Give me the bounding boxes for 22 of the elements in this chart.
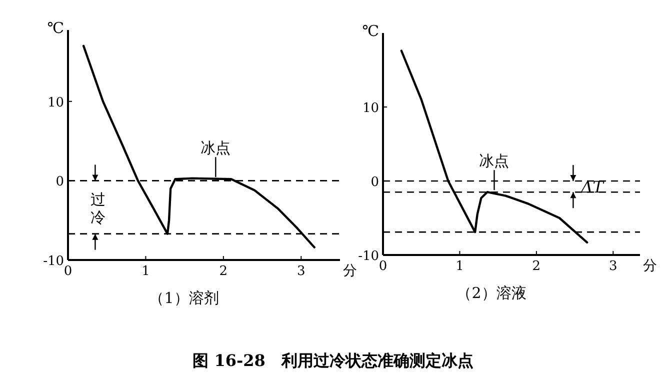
x-tick-label: 1 [456,259,464,274]
x-tick-label: 1 [142,264,150,279]
y-tick-label: 0 [56,174,64,190]
y-tick-label: 10 [362,101,379,116]
annotation: 冰点 [479,152,510,170]
text: （2）溶液 [456,284,526,302]
annotation: 过冷 [90,190,106,226]
text: 图 16-28 利用过冷状态准确测定冰点 [192,351,474,370]
annotation: 冰点 [200,139,231,158]
y-tick-label: -10 [358,249,379,264]
y-tick-label: 10 [47,95,64,110]
y-tick-label: 0 [370,175,379,190]
y-axis-title: ℃ [362,22,379,40]
y-axis-title: ℃ [47,19,64,37]
text: （1）溶剂 [149,289,219,307]
x-tick-label: 2 [219,264,228,279]
x-tick-label: 2 [532,259,541,274]
y-tick-label: -10 [43,254,64,269]
x-axis-title: 分 [343,263,357,279]
x-axis-title: 分 [643,258,657,274]
x-tick-label: 3 [297,264,306,279]
x-tick-label: 3 [609,259,618,274]
